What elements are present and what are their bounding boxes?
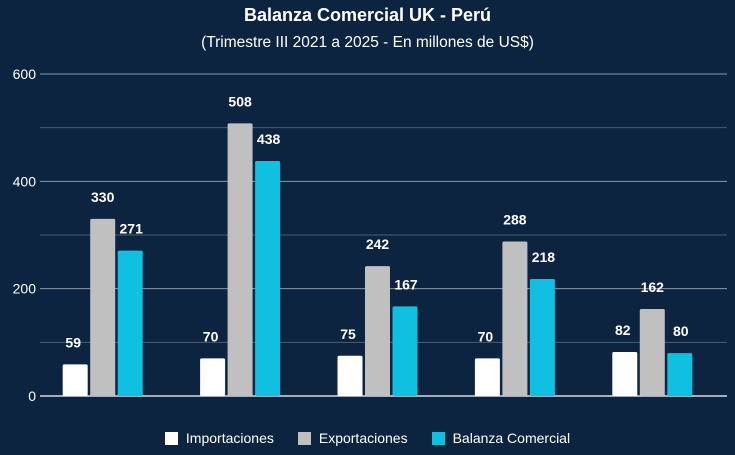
legend: Importaciones Exportaciones Balanza Come…: [0, 430, 735, 446]
data-label-balanza-comercial: 167: [394, 276, 418, 292]
data-label-balanza-comercial: 80: [673, 323, 689, 339]
chart-subtitle: (Trimestre III 2021 a 2025 - En millones…: [201, 34, 534, 51]
data-label-balanza-comercial: 218: [532, 249, 556, 265]
legend-label-exportaciones: Exportaciones: [318, 430, 408, 446]
legend-swatch-balanza-comercial: [431, 431, 445, 445]
y-tick-label: 200: [13, 281, 37, 297]
bar-balanza-comercial: [392, 306, 418, 396]
bar-chart: 0 200 400 600 59 330 271 70 508 438 75 242 167 70 288 2…: [13, 66, 727, 404]
bar-exportaciones: [365, 266, 390, 396]
y-tick-label: 0: [28, 388, 36, 404]
data-label-importaciones: 70: [478, 328, 494, 344]
data-label-balanza-comercial: 438: [257, 131, 281, 147]
bar-balanza-comercial: [529, 279, 555, 396]
data-label-importaciones: 59: [65, 334, 81, 350]
data-label-exportaciones: 162: [641, 279, 665, 295]
y-tick-label: 600: [13, 66, 37, 82]
legend-swatch-exportaciones: [297, 431, 311, 445]
legend-swatch-importaciones: [164, 431, 178, 445]
legend-item-balanza-comercial: Balanza Comercial: [431, 430, 571, 446]
data-label-exportaciones: 242: [366, 236, 390, 252]
bar-balanza-comercial: [255, 160, 281, 396]
bar-exportaciones: [227, 123, 253, 396]
data-label-importaciones: 82: [615, 322, 631, 338]
bar-exportaciones: [502, 241, 528, 396]
data-label-balanza-comercial: 271: [120, 221, 144, 237]
bar-importaciones: [474, 358, 500, 396]
legend-item-importaciones: Importaciones: [164, 430, 274, 446]
data-label-importaciones: 75: [340, 326, 356, 342]
data-label-importaciones: 70: [203, 328, 219, 344]
bar-balanza-comercial: [117, 250, 143, 396]
y-tick-label: 400: [13, 173, 37, 189]
bar-exportaciones: [90, 218, 116, 396]
chart-title: Balanza Comercial UK - Perú: [243, 5, 492, 25]
data-label-exportaciones: 288: [503, 211, 527, 227]
bar-exportaciones: [639, 309, 665, 396]
legend-item-exportaciones: Exportaciones: [297, 430, 408, 446]
bar-importaciones: [62, 364, 88, 396]
bar-importaciones: [200, 358, 226, 396]
bar-importaciones: [612, 351, 638, 396]
legend-label-balanza-comercial: Balanza Comercial: [452, 430, 571, 446]
bar-balanza-comercial: [667, 353, 693, 396]
bar-importaciones: [337, 355, 363, 396]
data-label-exportaciones: 508: [228, 93, 252, 109]
data-label-exportaciones: 330: [91, 189, 115, 205]
legend-label-importaciones: Importaciones: [185, 430, 274, 446]
